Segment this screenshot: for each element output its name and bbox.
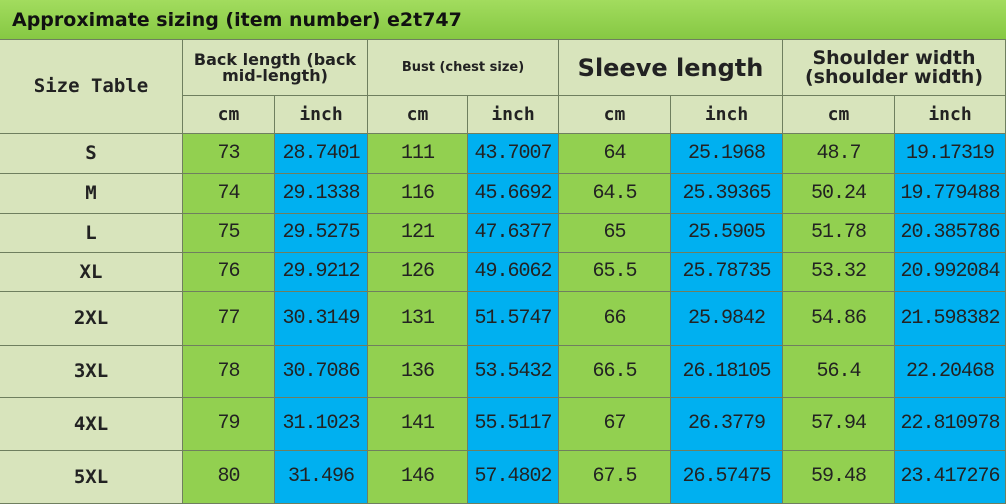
value-cell: 19.17319 [895,134,1006,174]
value-cell: 53.5432 [468,346,559,398]
value-cell: 48.7 [783,134,895,174]
value-cell: 29.9212 [275,253,368,292]
value-cell: 45.6692 [468,174,559,214]
value-cell: 21.598382 [895,292,1006,346]
title: Approximate sizing (item number) e2t747 [0,0,1006,40]
value-cell: 51.78 [783,214,895,253]
value-cell: 78 [183,346,275,398]
value-cell: 51.5747 [468,292,559,346]
value-cell: 20.992084 [895,253,1006,292]
value-cell: 20.385786 [895,214,1006,253]
value-cell: 111 [368,134,468,174]
value-cell: 25.5905 [671,214,783,253]
value-cell: 26.57475 [671,451,783,504]
value-cell: 23.417276 [895,451,1006,504]
value-cell: 74 [183,174,275,214]
unit-header: cm [783,96,895,134]
value-cell: 30.3149 [275,292,368,346]
unit-header: cm [183,96,275,134]
value-cell: 146 [368,451,468,504]
value-cell: 47.6377 [468,214,559,253]
value-cell: 65 [559,214,671,253]
value-cell: 25.9842 [671,292,783,346]
value-cell: 25.39365 [671,174,783,214]
value-cell: 29.1338 [275,174,368,214]
value-cell: 67.5 [559,451,671,504]
value-cell: 30.7086 [275,346,368,398]
value-cell: 76 [183,253,275,292]
unit-header: cm [368,96,468,134]
unit-header: cm [559,96,671,134]
value-cell: 56.4 [783,346,895,398]
value-cell: 49.6062 [468,253,559,292]
group-header: Back length (back mid-length) [183,40,368,96]
value-cell: 19.779488 [895,174,1006,214]
value-cell: 22.20468 [895,346,1006,398]
group-header: Bust (chest size) [368,40,559,96]
value-cell: 73 [183,134,275,174]
value-cell: 131 [368,292,468,346]
value-cell: 126 [368,253,468,292]
value-cell: 66 [559,292,671,346]
value-cell: 67 [559,398,671,451]
value-cell: 79 [183,398,275,451]
value-cell: 25.1968 [671,134,783,174]
value-cell: 66.5 [559,346,671,398]
value-cell: 31.1023 [275,398,368,451]
value-cell: 141 [368,398,468,451]
value-cell: 55.5117 [468,398,559,451]
value-cell: 28.7401 [275,134,368,174]
corner-header: Size Table [0,40,183,134]
value-cell: 59.48 [783,451,895,504]
unit-header: inch [275,96,368,134]
value-cell: 53.32 [783,253,895,292]
value-cell: 50.24 [783,174,895,214]
unit-header: inch [468,96,559,134]
size-label: L [0,214,183,253]
value-cell: 43.7007 [468,134,559,174]
value-cell: 26.18105 [671,346,783,398]
value-cell: 26.3779 [671,398,783,451]
value-cell: 57.4802 [468,451,559,504]
value-cell: 57.94 [783,398,895,451]
value-cell: 116 [368,174,468,214]
size-label: XL [0,253,183,292]
value-cell: 29.5275 [275,214,368,253]
value-cell: 65.5 [559,253,671,292]
value-cell: 64 [559,134,671,174]
size-label: M [0,174,183,214]
size-label: 4XL [0,398,183,451]
value-cell: 136 [368,346,468,398]
size-label: S [0,134,183,174]
value-cell: 22.810978 [895,398,1006,451]
value-cell: 121 [368,214,468,253]
group-header: Sleeve length [559,40,783,96]
value-cell: 75 [183,214,275,253]
value-cell: 54.86 [783,292,895,346]
size-label: 5XL [0,451,183,504]
unit-header: inch [671,96,783,134]
value-cell: 77 [183,292,275,346]
group-header: Shoulder width (shoulder width) [783,40,1006,96]
value-cell: 25.78735 [671,253,783,292]
value-cell: 64.5 [559,174,671,214]
value-cell: 80 [183,451,275,504]
size-label: 2XL [0,292,183,346]
value-cell: 31.496 [275,451,368,504]
size-label: 3XL [0,346,183,398]
unit-header: inch [895,96,1006,134]
